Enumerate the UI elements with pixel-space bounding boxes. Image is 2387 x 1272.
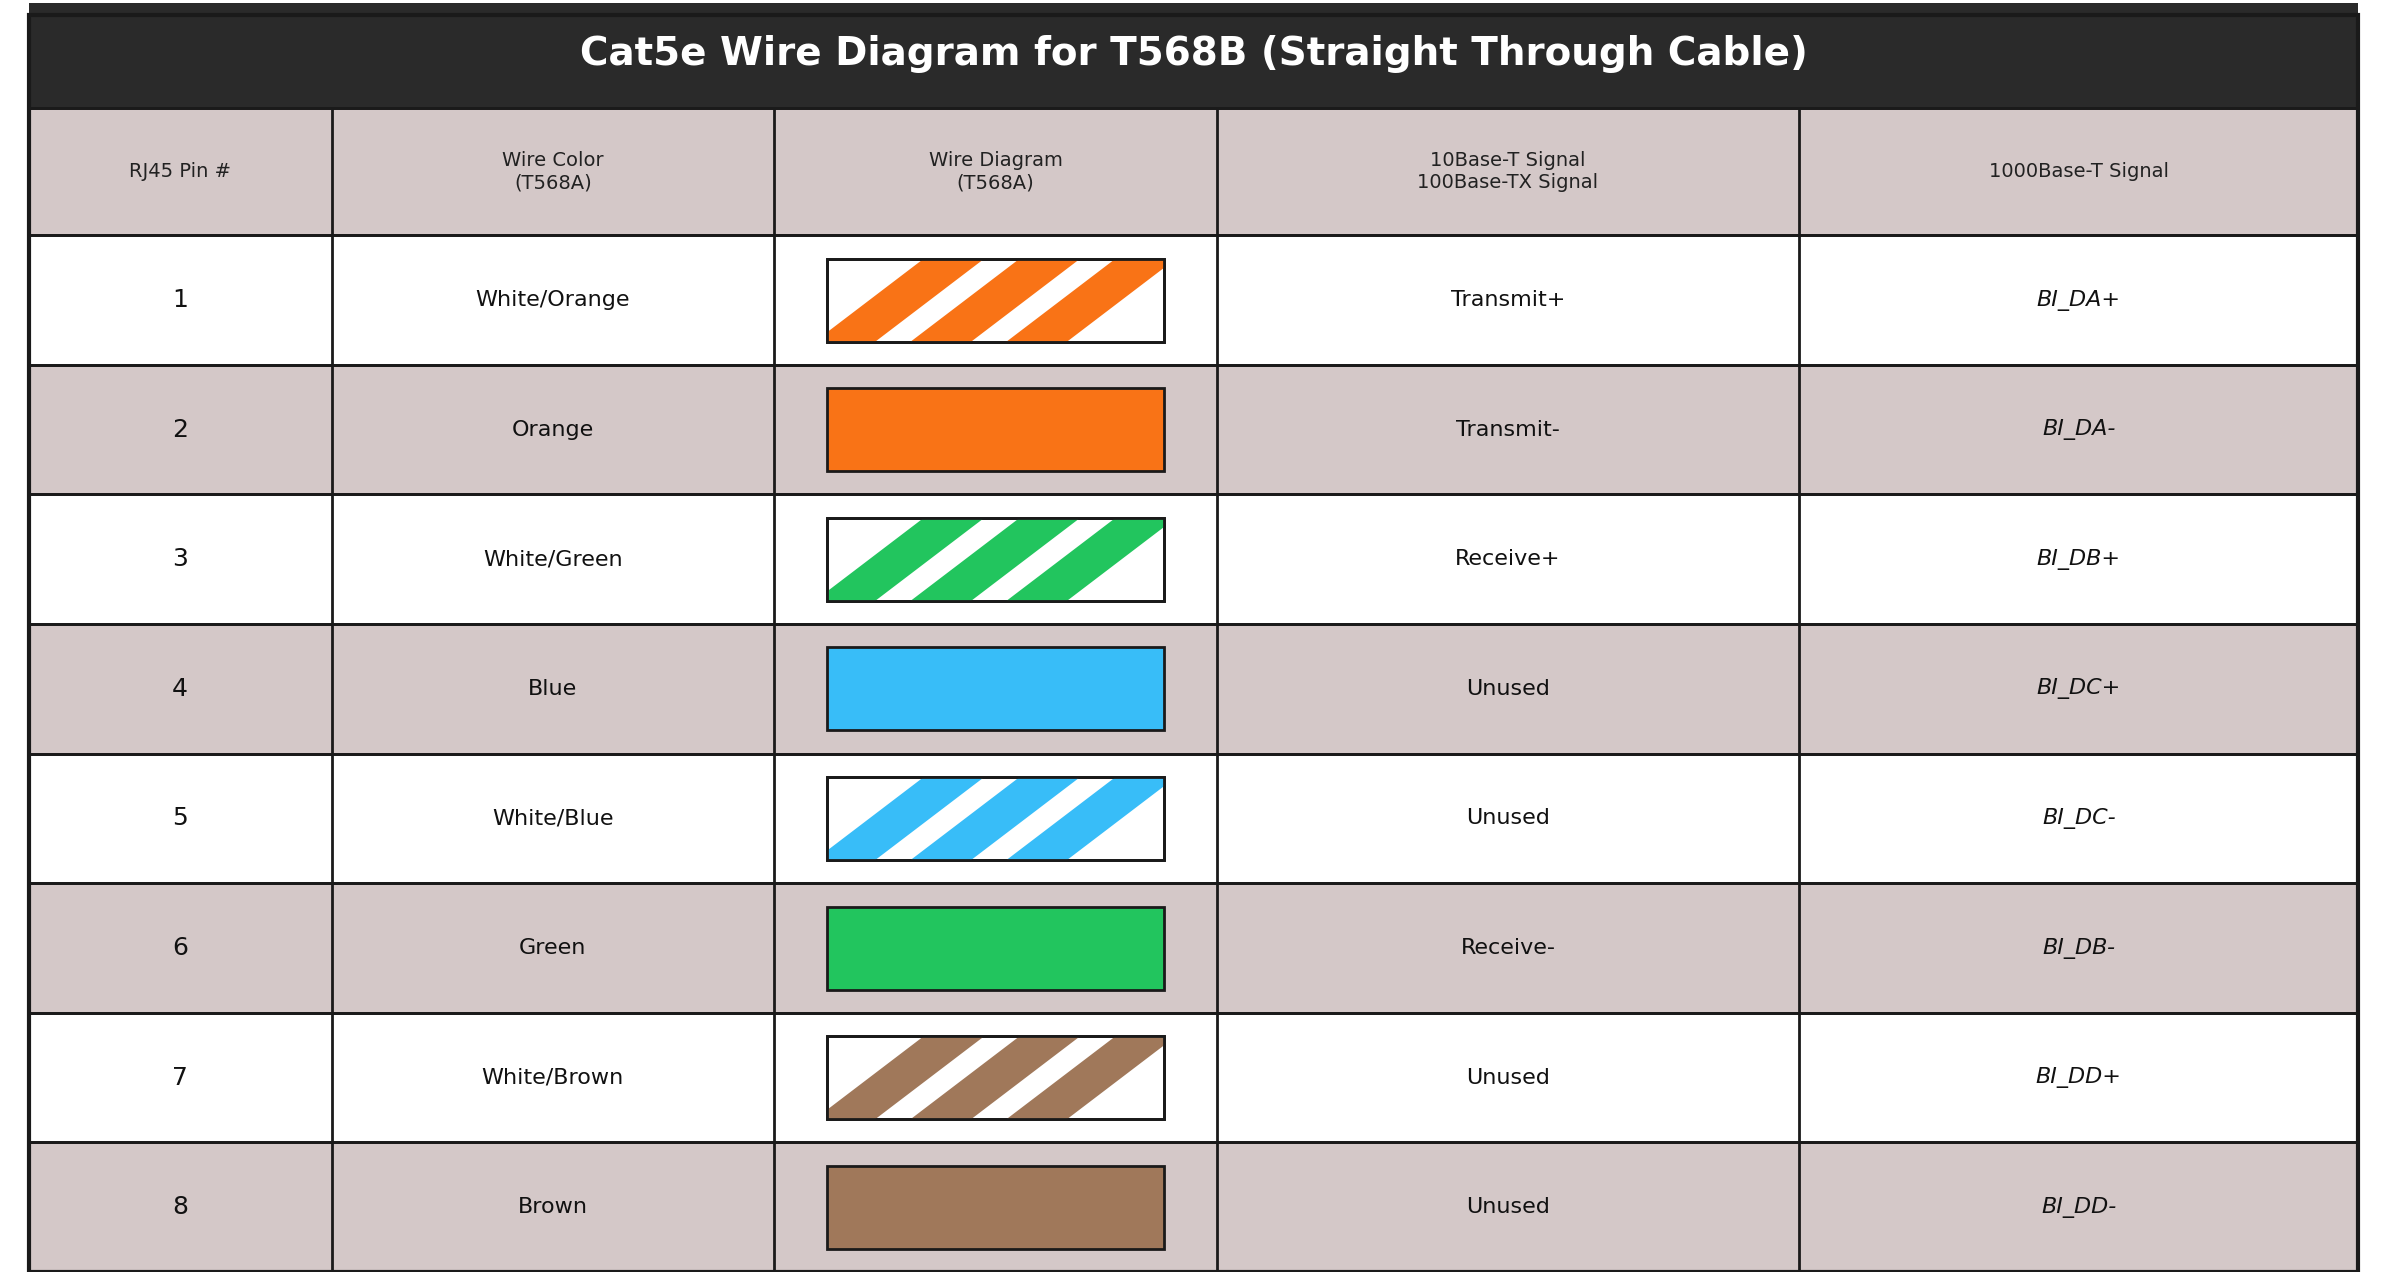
Text: Receive+: Receive+ bbox=[1456, 550, 1561, 570]
Text: 1: 1 bbox=[172, 289, 189, 312]
Text: Wire Color
(T568A): Wire Color (T568A) bbox=[501, 151, 604, 192]
Text: 5: 5 bbox=[172, 806, 189, 831]
Text: White/Green: White/Green bbox=[482, 550, 623, 570]
FancyBboxPatch shape bbox=[29, 753, 2358, 883]
Text: Transmit+: Transmit+ bbox=[1451, 290, 1566, 310]
Text: Unused: Unused bbox=[1466, 679, 1549, 698]
Text: 8: 8 bbox=[172, 1196, 189, 1219]
Text: Unused: Unused bbox=[1466, 809, 1549, 828]
FancyBboxPatch shape bbox=[29, 625, 2358, 753]
Text: Unused: Unused bbox=[1466, 1197, 1549, 1217]
FancyBboxPatch shape bbox=[828, 1037, 1165, 1119]
Text: BI_DB-: BI_DB- bbox=[2043, 937, 2115, 959]
FancyBboxPatch shape bbox=[828, 388, 1165, 471]
Polygon shape bbox=[912, 518, 1081, 600]
Text: Green: Green bbox=[518, 937, 587, 958]
FancyBboxPatch shape bbox=[828, 647, 1165, 730]
Text: Orange: Orange bbox=[511, 420, 594, 440]
Polygon shape bbox=[814, 1037, 983, 1119]
Polygon shape bbox=[1007, 518, 1177, 600]
Text: BI_DD+: BI_DD+ bbox=[2036, 1067, 2122, 1088]
FancyBboxPatch shape bbox=[29, 883, 2358, 1013]
Text: 7: 7 bbox=[172, 1066, 189, 1090]
Text: RJ45 Pin #: RJ45 Pin # bbox=[129, 163, 232, 181]
FancyBboxPatch shape bbox=[29, 235, 2358, 365]
Text: 4: 4 bbox=[172, 677, 189, 701]
FancyBboxPatch shape bbox=[828, 777, 1165, 860]
Polygon shape bbox=[1007, 777, 1177, 860]
Text: BI_DB+: BI_DB+ bbox=[2036, 548, 2120, 570]
Text: BI_DA-: BI_DA- bbox=[2043, 420, 2115, 440]
Polygon shape bbox=[814, 258, 983, 342]
Polygon shape bbox=[912, 1037, 1081, 1119]
FancyBboxPatch shape bbox=[29, 3, 2358, 108]
FancyBboxPatch shape bbox=[29, 1142, 2358, 1272]
Text: BI_DC-: BI_DC- bbox=[2041, 808, 2115, 829]
FancyBboxPatch shape bbox=[828, 907, 1165, 990]
Text: Brown: Brown bbox=[518, 1197, 587, 1217]
Text: 10Base-T Signal
100Base-TX Signal: 10Base-T Signal 100Base-TX Signal bbox=[1418, 151, 1599, 192]
FancyBboxPatch shape bbox=[828, 1165, 1165, 1249]
Text: Transmit-: Transmit- bbox=[1456, 420, 1561, 440]
FancyBboxPatch shape bbox=[828, 258, 1165, 342]
Text: White/Orange: White/Orange bbox=[475, 290, 630, 310]
Text: White/Blue: White/Blue bbox=[492, 809, 613, 828]
Polygon shape bbox=[912, 258, 1081, 342]
FancyBboxPatch shape bbox=[29, 365, 2358, 495]
Text: Blue: Blue bbox=[528, 679, 578, 698]
Text: Receive-: Receive- bbox=[1461, 937, 1556, 958]
Text: BI_DD-: BI_DD- bbox=[2041, 1197, 2117, 1217]
Text: 1000Base-T Signal: 1000Base-T Signal bbox=[1988, 163, 2170, 181]
Text: BI_DC+: BI_DC+ bbox=[2036, 678, 2122, 700]
Text: 3: 3 bbox=[172, 547, 189, 571]
Text: Wire Diagram
(T568A): Wire Diagram (T568A) bbox=[929, 151, 1062, 192]
Text: White/Brown: White/Brown bbox=[482, 1067, 623, 1088]
Polygon shape bbox=[814, 777, 983, 860]
Text: 2: 2 bbox=[172, 417, 189, 441]
FancyBboxPatch shape bbox=[828, 518, 1165, 600]
FancyBboxPatch shape bbox=[29, 495, 2358, 625]
Polygon shape bbox=[814, 518, 983, 600]
Polygon shape bbox=[1007, 1037, 1177, 1119]
Text: 6: 6 bbox=[172, 936, 189, 960]
FancyBboxPatch shape bbox=[29, 108, 2358, 235]
Polygon shape bbox=[912, 777, 1081, 860]
Text: BI_DA+: BI_DA+ bbox=[2036, 290, 2120, 310]
Polygon shape bbox=[1007, 258, 1177, 342]
FancyBboxPatch shape bbox=[29, 1013, 2358, 1142]
Text: Cat5e Wire Diagram for T568B (Straight Through Cable): Cat5e Wire Diagram for T568B (Straight T… bbox=[580, 36, 1807, 73]
Text: Unused: Unused bbox=[1466, 1067, 1549, 1088]
